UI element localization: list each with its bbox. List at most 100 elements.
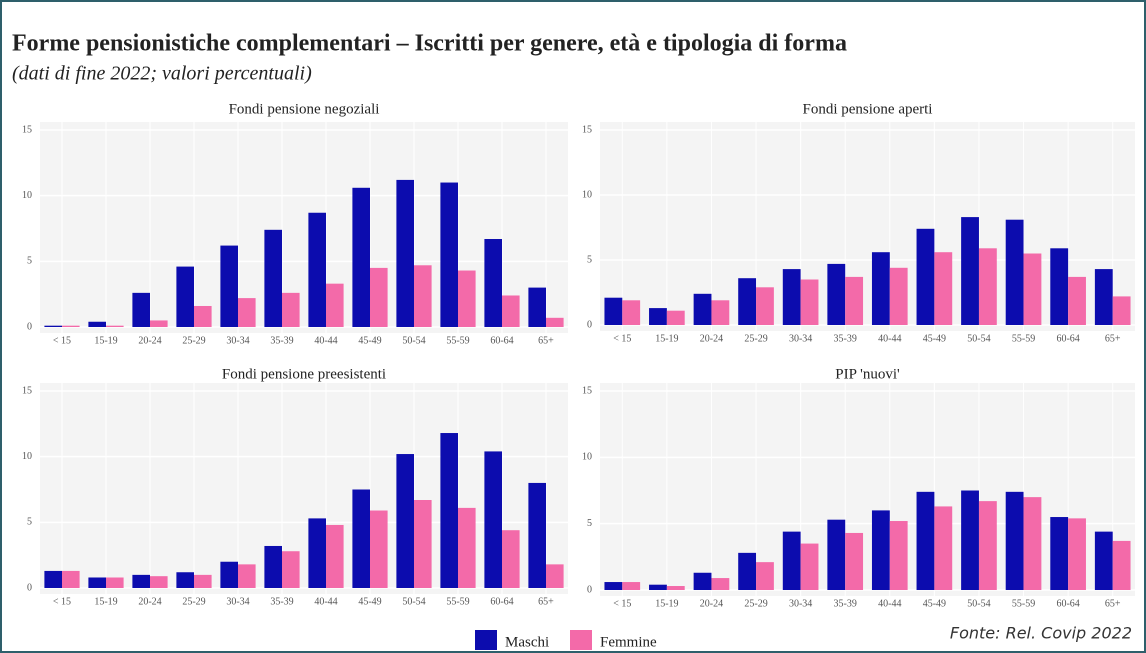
x-tick-label: 30-34 bbox=[789, 598, 812, 609]
bar bbox=[871, 510, 890, 590]
y-tick-label: 5 bbox=[27, 517, 32, 528]
x-tick-label: 15-19 bbox=[94, 596, 117, 607]
bar bbox=[502, 295, 520, 327]
x-tick-label: 65+ bbox=[1105, 598, 1121, 609]
x-tick-label: < 15 bbox=[53, 596, 71, 607]
x-tick-label: 35-39 bbox=[834, 598, 857, 609]
bar bbox=[782, 269, 801, 325]
x-tick-label: 35-39 bbox=[270, 596, 293, 607]
bar bbox=[827, 263, 846, 325]
bar bbox=[150, 576, 168, 588]
bar bbox=[1050, 517, 1069, 590]
x-tick-label: 55-59 bbox=[446, 335, 469, 346]
bar bbox=[1005, 491, 1024, 590]
bar bbox=[1094, 531, 1113, 590]
bar bbox=[44, 325, 62, 327]
x-tick-label: 20-24 bbox=[138, 596, 161, 607]
bar bbox=[238, 564, 256, 588]
y-tick-label: 10 bbox=[582, 189, 592, 200]
bar bbox=[1112, 296, 1131, 325]
x-tick-label: 45-49 bbox=[358, 335, 381, 346]
bar bbox=[458, 507, 476, 588]
bar bbox=[440, 433, 458, 588]
bar bbox=[827, 519, 846, 590]
y-tick-label: 10 bbox=[582, 452, 592, 463]
legend-label: Maschi bbox=[505, 634, 549, 650]
y-tick-label: 10 bbox=[22, 451, 32, 462]
x-tick-label: 50-54 bbox=[402, 596, 425, 607]
bar bbox=[1094, 269, 1113, 325]
bar bbox=[871, 252, 890, 325]
bar bbox=[440, 182, 458, 327]
bar bbox=[1023, 253, 1042, 325]
panel-title: Fondi pensione preesistenti bbox=[222, 366, 386, 382]
bar bbox=[693, 293, 712, 325]
bar bbox=[916, 491, 935, 590]
x-tick-label: 30-34 bbox=[226, 335, 249, 346]
y-tick-label: 15 bbox=[22, 124, 32, 135]
x-tick-label: 45-49 bbox=[923, 333, 946, 344]
chart-title: Forme pensionistiche complementari – Isc… bbox=[12, 31, 847, 57]
y-tick-label: 15 bbox=[582, 124, 592, 135]
x-tick-label: 55-59 bbox=[1012, 598, 1035, 609]
x-tick-label: 65+ bbox=[538, 335, 554, 346]
y-tick-label: 15 bbox=[582, 385, 592, 396]
x-tick-label: 55-59 bbox=[446, 596, 469, 607]
x-tick-label: 60-64 bbox=[1056, 333, 1079, 344]
panel-title: Fondi pensione negoziali bbox=[229, 101, 380, 117]
bar bbox=[220, 561, 238, 588]
plot-area bbox=[40, 383, 568, 594]
x-tick-label: 15-19 bbox=[94, 335, 117, 346]
y-tick-label: 5 bbox=[27, 256, 32, 267]
bar bbox=[934, 506, 953, 590]
x-tick-label: 20-24 bbox=[138, 335, 161, 346]
bar bbox=[916, 228, 935, 325]
plot-area bbox=[40, 122, 568, 333]
x-tick-label: 25-29 bbox=[182, 596, 205, 607]
y-tick-label: 5 bbox=[587, 518, 592, 529]
bar bbox=[649, 308, 667, 325]
bar bbox=[738, 278, 757, 325]
x-tick-label: 40-44 bbox=[878, 598, 901, 609]
y-tick-label: 15 bbox=[22, 385, 32, 396]
bar bbox=[264, 545, 282, 588]
bar bbox=[889, 521, 908, 590]
x-tick-label: 60-64 bbox=[490, 335, 513, 346]
x-tick-label: 65+ bbox=[538, 596, 554, 607]
x-tick-label: 40-44 bbox=[314, 596, 337, 607]
bar bbox=[220, 245, 238, 327]
x-tick-label: 40-44 bbox=[878, 333, 901, 344]
x-tick-label: 50-54 bbox=[402, 335, 425, 346]
bar bbox=[396, 179, 414, 327]
bar bbox=[238, 298, 256, 327]
x-tick-label: 35-39 bbox=[834, 333, 857, 344]
bar bbox=[1050, 248, 1069, 325]
bar bbox=[666, 586, 685, 590]
bar bbox=[106, 325, 124, 327]
bar bbox=[106, 577, 124, 588]
bar bbox=[528, 482, 546, 588]
x-tick-label: 50-54 bbox=[967, 598, 990, 609]
x-tick-label: 60-64 bbox=[490, 596, 513, 607]
bar bbox=[308, 212, 326, 327]
bar bbox=[194, 305, 212, 327]
bar bbox=[889, 267, 908, 325]
legend-swatch bbox=[570, 630, 592, 650]
bar bbox=[961, 217, 979, 325]
bar bbox=[845, 276, 864, 325]
bar bbox=[666, 310, 685, 325]
bar bbox=[622, 300, 641, 325]
x-tick-label: 35-39 bbox=[270, 335, 293, 346]
bar bbox=[711, 578, 730, 590]
bar bbox=[649, 584, 667, 590]
bar bbox=[845, 532, 864, 590]
bar bbox=[62, 570, 80, 588]
x-tick-label: < 15 bbox=[53, 335, 71, 346]
bar bbox=[150, 320, 168, 327]
plot-area bbox=[600, 122, 1135, 331]
bar bbox=[44, 570, 62, 588]
bar bbox=[484, 451, 502, 588]
x-tick-label: 40-44 bbox=[314, 335, 337, 346]
legend-label: Femmine bbox=[600, 634, 657, 650]
